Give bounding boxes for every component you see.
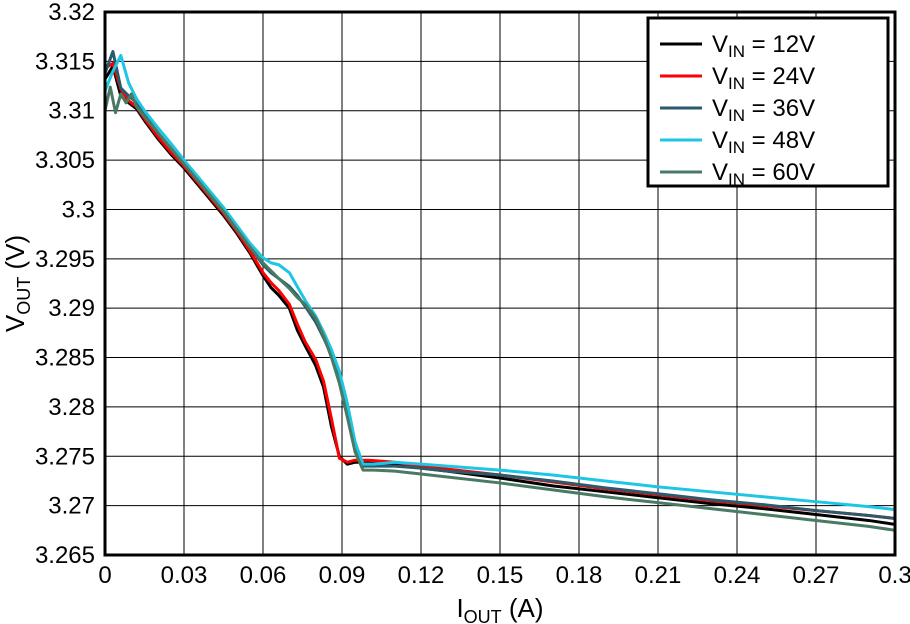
x-tick-label: 0.09 (319, 562, 366, 589)
x-tick-label: 0.24 (714, 562, 761, 589)
x-tick-label: 0.18 (556, 562, 603, 589)
legend-label-vin60: VIN = 60V (712, 159, 815, 189)
x-tick-label: 0.27 (793, 562, 840, 589)
y-tick-label: 3.3 (62, 196, 95, 223)
y-tick-label: 3.265 (35, 542, 95, 569)
legend-label-vin24: VIN = 24V (712, 63, 815, 93)
y-tick-label: 3.275 (35, 443, 95, 470)
x-tick-label: 0.03 (161, 562, 208, 589)
y-tick-label: 3.295 (35, 246, 95, 273)
legend-label-vin36: VIN = 36V (712, 95, 815, 125)
x-tick-label: 0.21 (635, 562, 682, 589)
chart-container: 0 0.03 0.06 0.09 0.12 0.15 0.18 0.21 0.24 0.27 0.3… (0, 0, 910, 624)
legend-label-vin12: VIN = 12V (712, 31, 815, 61)
vout-vs-iout-chart: 0 0.03 0.06 0.09 0.12 0.15 0.18 0.21 0.24 0.27 0.3… (0, 0, 910, 624)
y-tick-label: 3.315 (35, 48, 95, 75)
y-tick-label: 3.305 (35, 147, 95, 174)
x-tick-label: 0.15 (477, 562, 524, 589)
y-tick-label: 3.32 (48, 0, 95, 26)
x-tick-label: 0.3 (878, 562, 910, 589)
legend-label-vin48: VIN = 48V (712, 127, 815, 157)
y-tick-label: 3.27 (48, 493, 95, 520)
y-tick-label: 3.31 (48, 98, 95, 125)
x-tick-label: 0 (98, 562, 111, 589)
y-tick-label: 3.29 (48, 295, 95, 322)
x-tick-label: 0.06 (240, 562, 287, 589)
y-tick-label: 3.28 (48, 394, 95, 421)
y-tick-label: 3.285 (35, 345, 95, 372)
x-tick-label: 0.12 (398, 562, 445, 589)
